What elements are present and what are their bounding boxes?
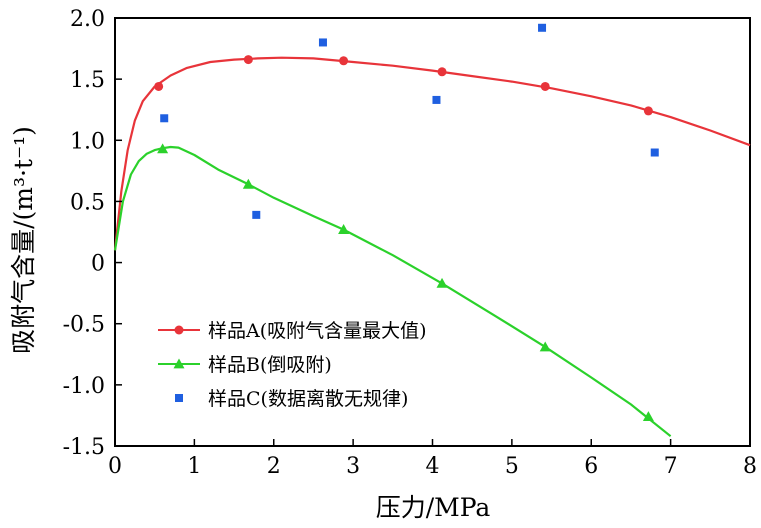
series-c-point bbox=[318, 38, 327, 47]
x-tick-label: 0 bbox=[108, 454, 122, 479]
series-b bbox=[113, 143, 672, 438]
y-tick-label: 0 bbox=[91, 252, 105, 277]
legend-label: 样品B(倒吸附) bbox=[208, 354, 332, 376]
y-tick-label: 2.0 bbox=[70, 7, 105, 32]
x-tick-label: 7 bbox=[664, 454, 678, 479]
y-tick-label: -1.0 bbox=[63, 374, 105, 399]
series-c-point bbox=[160, 114, 169, 123]
legend-marker bbox=[175, 394, 183, 402]
x-tick-label: 8 bbox=[743, 454, 757, 479]
series-c-point bbox=[432, 95, 441, 104]
legend-item: 样品A(吸附气含量最大值) bbox=[158, 320, 427, 342]
series-b-point bbox=[642, 411, 654, 422]
series-b-point bbox=[539, 341, 551, 352]
series-c-point bbox=[650, 148, 659, 157]
series-a-point bbox=[643, 106, 653, 116]
y-axis-title: 吸附气含量/(m³·t⁻¹) bbox=[9, 126, 38, 354]
y-tick-label: -0.5 bbox=[63, 313, 105, 338]
series-a-point bbox=[540, 81, 550, 91]
series-a-point bbox=[154, 81, 164, 91]
x-tick-label: 1 bbox=[187, 454, 201, 479]
y-tick-label: 0.5 bbox=[70, 190, 105, 215]
series-c-point bbox=[538, 23, 547, 32]
axis-ticks: 0 1 2 3 4 5 6 7 8 -1.5 -1.0 -0.5 0 0.5 1.0 1.5 2.0 bbox=[63, 7, 757, 479]
series-b-point bbox=[242, 178, 254, 189]
series-c bbox=[160, 23, 659, 219]
y-tick-label: 1.0 bbox=[70, 129, 105, 154]
x-tick-label: 2 bbox=[267, 454, 281, 479]
legend-item: 样品B(倒吸附) bbox=[158, 354, 332, 376]
x-tick-label: 3 bbox=[346, 454, 360, 479]
x-axis-title: 压力/MPa bbox=[376, 493, 491, 522]
x-tick-label: 6 bbox=[584, 454, 598, 479]
y-tick-label: 1.5 bbox=[70, 68, 105, 93]
series-c-point bbox=[252, 210, 261, 219]
series-layer bbox=[113, 23, 751, 438]
series-a-line bbox=[113, 56, 751, 251]
legend-label: 样品A(吸附气含量最大值) bbox=[208, 320, 427, 342]
legend-item: 样品C(数据离散无规律) bbox=[175, 388, 408, 410]
legend-label: 样品C(数据离散无规律) bbox=[208, 388, 408, 410]
x-tick-label: 4 bbox=[426, 454, 440, 479]
series-a-point bbox=[243, 55, 253, 65]
series-b-point bbox=[436, 277, 448, 288]
plot-frame bbox=[114, 17, 751, 447]
y-tick-label: -1.5 bbox=[63, 435, 105, 460]
legend-marker bbox=[174, 325, 184, 335]
legend-marker bbox=[173, 358, 185, 369]
legend: 样品A(吸附气含量最大值) 样品B(倒吸附) 样品C(数据离散无规律) bbox=[158, 320, 427, 410]
plot-border bbox=[114, 17, 751, 447]
series-b-point bbox=[157, 143, 169, 154]
series-b-line bbox=[113, 145, 672, 438]
series-a-point bbox=[437, 67, 447, 77]
series-a bbox=[113, 55, 751, 251]
series-b-point bbox=[338, 224, 350, 234]
x-tick-label: 5 bbox=[505, 454, 519, 479]
series-a-point bbox=[339, 56, 349, 66]
